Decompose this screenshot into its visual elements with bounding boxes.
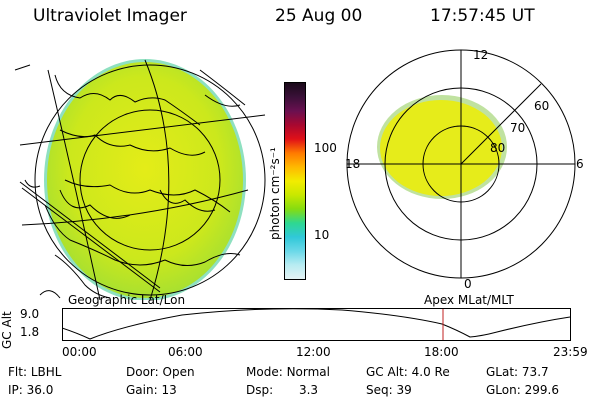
time-tick-2359: 23:59 [553,345,588,359]
mlt-label-12: 12 [473,48,488,62]
time-label: 17:57:45 UT [430,6,535,26]
info-glon: GLon: 299.6 [486,383,559,397]
colorbar [284,82,306,280]
altitude-ytick-top: 9.0 [20,307,40,321]
info-glat: GLat: 73.7 [486,365,549,379]
polar-grid [346,49,576,279]
info-gc-alt: GC Alt: 4.0 Re [366,365,450,379]
instrument-title: Ultraviolet Imager [33,6,187,26]
altitude-ylabel: GC Alt [0,311,14,349]
lat-label-70: 70 [510,121,525,135]
mlt-label-18: 18 [345,157,360,171]
mlt-label-0: 0 [464,277,472,291]
time-tick-1200: 12:00 [296,345,331,359]
colorbar-fill [285,83,305,279]
colorbar-tick-10: 10 [314,228,330,242]
lat-label-80: 80 [490,141,505,155]
info-flt: Flt: LBHL [8,365,62,379]
auroral-oval [380,100,502,196]
time-tick-0600: 06:00 [168,345,203,359]
colorbar-tick-100: 100 [314,141,337,155]
info-ip: IP: 36.0 [8,383,54,397]
info-door: Door: Open [126,365,195,379]
colorbar-unit: photon cm⁻²s⁻¹ [268,147,282,240]
graticule [19,59,266,300]
altitude-frame [62,308,571,341]
altitude-curve [62,308,571,340]
info-seq: Seq: 39 [366,383,412,397]
altitude-plot [62,308,571,341]
time-tick-1800: 18:00 [424,345,459,359]
apex-label: Apex MLat/MLT [424,293,514,307]
geographic-image [14,59,266,300]
mlt-label-6: 6 [576,157,584,171]
coastlines [14,64,246,299]
info-dsp: Dsp: 3.3 [246,383,319,397]
geographic-label: Geographic Lat/Lon [68,293,186,307]
altitude-ytick-bottom: 1.8 [20,325,40,339]
lat-label-60: 60 [534,99,549,113]
date-label: 25 Aug 00 [275,6,363,26]
info-gain: Gain: 13 [126,383,177,397]
polar-plot: 12 18 6 0 60 70 80 [345,48,584,291]
time-tick-0000: 00:00 [62,345,97,359]
info-mode: Mode: Normal [246,365,330,379]
